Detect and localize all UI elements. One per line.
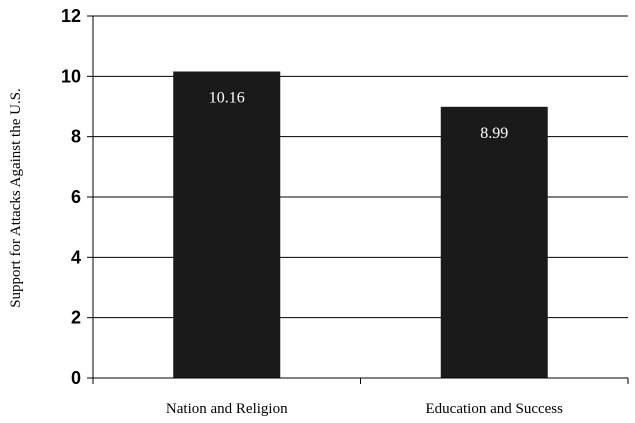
bars <box>173 71 548 379</box>
bar <box>440 106 548 378</box>
y-tick-label: 10 <box>61 66 81 86</box>
y-tick-label: 2 <box>71 308 81 328</box>
y-tick-label: 8 <box>71 127 81 147</box>
y-axis-label: Support for Attacks Against the U.S. <box>8 88 24 308</box>
x-category-label: Nation and Religion <box>166 401 288 417</box>
data-labels: 10.16 8.99 <box>209 90 509 142</box>
y-tick-label: 4 <box>71 247 81 267</box>
y-tick-label: 0 <box>71 368 81 388</box>
x-category-label: Education and Success <box>426 401 564 417</box>
x-axis: Nation and Religion Education and Success <box>92 16 629 417</box>
bar <box>173 71 281 379</box>
bar-data-label: 10.16 <box>209 90 245 107</box>
y-axis-ticks: 0 2 4 6 8 10 12 <box>61 6 93 388</box>
y-tick-label: 12 <box>61 6 81 26</box>
y-tick-label: 6 <box>71 187 81 207</box>
bar-data-label: 8.99 <box>480 125 508 142</box>
